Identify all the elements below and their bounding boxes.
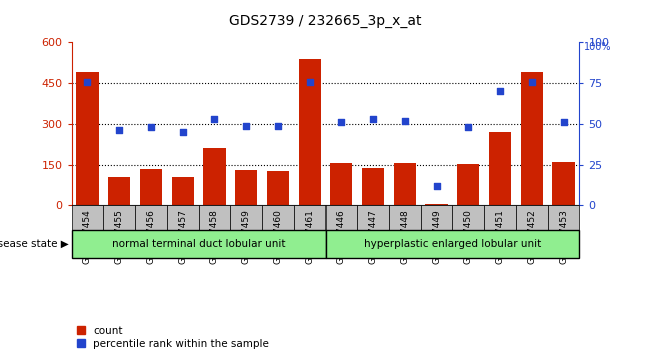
Bar	[547, 205, 579, 230]
Point	[82, 79, 92, 84]
Bar	[489, 132, 511, 205]
Bar	[394, 163, 416, 205]
Bar	[72, 205, 104, 230]
Point	[114, 127, 124, 133]
Text: hyperplastic enlarged lobular unit: hyperplastic enlarged lobular unit	[364, 239, 541, 249]
Point	[336, 119, 346, 125]
Point	[463, 124, 473, 130]
Bar	[457, 164, 479, 205]
Point	[432, 183, 442, 189]
Text: GSM177451: GSM177451	[495, 209, 505, 264]
Point	[273, 123, 283, 129]
Bar	[76, 72, 98, 205]
Bar	[172, 177, 194, 205]
Bar	[108, 177, 130, 205]
Text: GSM177458: GSM177458	[210, 209, 219, 264]
Bar	[203, 148, 225, 205]
Point	[559, 119, 569, 125]
Bar	[521, 72, 543, 205]
Text: GSM177448: GSM177448	[400, 209, 409, 264]
Bar	[199, 205, 230, 230]
Bar	[294, 205, 326, 230]
Point	[146, 124, 156, 130]
Point	[400, 118, 410, 124]
Text: GSM177449: GSM177449	[432, 209, 441, 264]
Bar	[516, 205, 547, 230]
Bar	[452, 205, 484, 230]
Text: GSM177454: GSM177454	[83, 209, 92, 264]
Point	[495, 88, 505, 94]
Text: GSM177450: GSM177450	[464, 209, 473, 264]
Text: disease state ▶: disease state ▶	[0, 239, 68, 249]
Text: GSM177446: GSM177446	[337, 209, 346, 264]
Bar	[326, 230, 579, 258]
Text: GSM177461: GSM177461	[305, 209, 314, 264]
Text: GSM177460: GSM177460	[273, 209, 283, 264]
Text: GSM177457: GSM177457	[178, 209, 187, 264]
Text: normal terminal duct lobular unit: normal terminal duct lobular unit	[112, 239, 285, 249]
Text: GDS2739 / 232665_3p_x_at: GDS2739 / 232665_3p_x_at	[229, 14, 422, 28]
Bar	[299, 59, 321, 205]
Bar	[135, 205, 167, 230]
Bar	[362, 168, 384, 205]
Text: GSM177447: GSM177447	[368, 209, 378, 264]
Text: 100%: 100%	[583, 42, 611, 52]
Bar	[357, 205, 389, 230]
Bar	[104, 205, 135, 230]
Point	[241, 123, 251, 129]
Text: GSM177453: GSM177453	[559, 209, 568, 264]
Bar	[484, 205, 516, 230]
Text: GSM177452: GSM177452	[527, 209, 536, 264]
Bar	[140, 169, 162, 205]
Bar	[426, 204, 448, 205]
Text: GSM177456: GSM177456	[146, 209, 156, 264]
Point	[368, 116, 378, 122]
Point	[178, 129, 188, 135]
Bar	[235, 170, 257, 205]
Text: GSM177455: GSM177455	[115, 209, 124, 264]
Text: GSM177459: GSM177459	[242, 209, 251, 264]
Bar	[326, 205, 357, 230]
Bar	[553, 162, 575, 205]
Bar	[421, 205, 452, 230]
Bar	[267, 171, 289, 205]
Bar	[262, 205, 294, 230]
Bar	[167, 205, 199, 230]
Bar	[389, 205, 421, 230]
Bar	[330, 163, 352, 205]
Legend: count, percentile rank within the sample: count, percentile rank within the sample	[77, 326, 270, 349]
Bar	[72, 230, 326, 258]
Point	[527, 79, 537, 84]
Point	[305, 79, 315, 84]
Point	[209, 116, 219, 122]
Bar	[230, 205, 262, 230]
